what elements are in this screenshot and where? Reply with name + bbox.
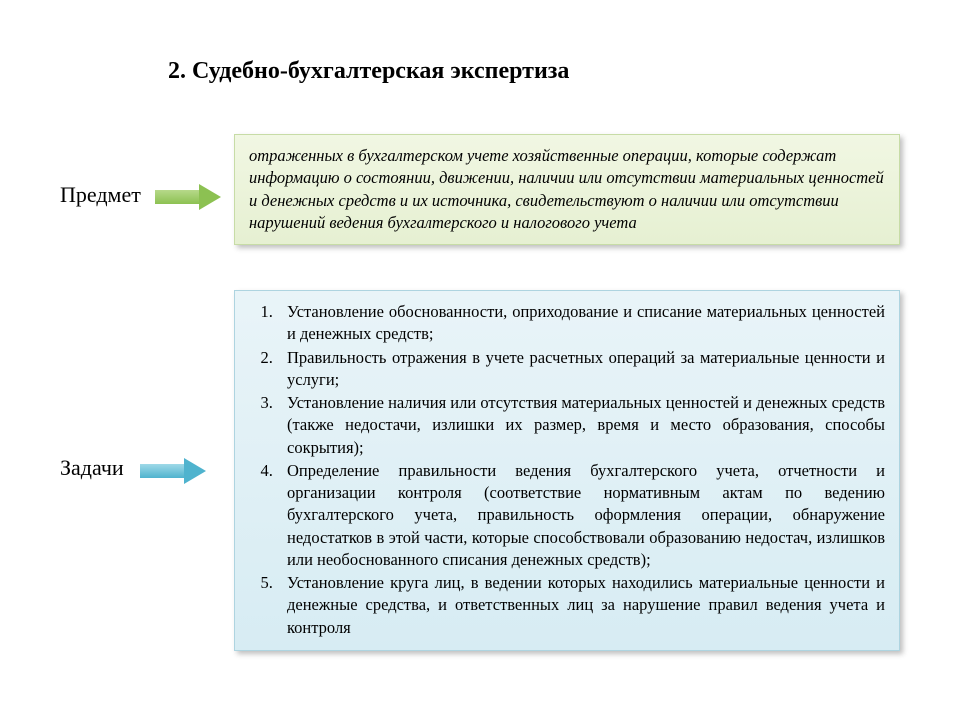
subject-text: отраженных в бухгалтерском учете хозяйст… (249, 146, 884, 232)
arrow-tasks (140, 458, 206, 484)
subject-box: отраженных в бухгалтерском учете хозяйст… (234, 134, 900, 245)
label-subject: Предмет (60, 182, 141, 208)
list-item: Установление круга лиц, в ведении которы… (277, 572, 885, 639)
list-item: Установление обоснованности, оприходован… (277, 301, 885, 346)
label-tasks: Задачи (60, 455, 124, 481)
page-title: 2. Судебно-бухгалтерская экспертиза (168, 58, 569, 85)
arrow-shaft (155, 190, 199, 204)
list-item: Определение правильности ведения бухгалт… (277, 460, 885, 571)
tasks-list: Установление обоснованности, оприходован… (277, 301, 885, 639)
arrow-subject (155, 184, 221, 210)
arrow-head-icon (199, 184, 221, 210)
list-item: Установление наличия или отсутствия мате… (277, 392, 885, 459)
arrow-head-icon (184, 458, 206, 484)
list-item: Правильность отражения в учете расчетных… (277, 347, 885, 392)
arrow-shaft (140, 464, 184, 478)
tasks-box: Установление обоснованности, оприходован… (234, 290, 900, 651)
